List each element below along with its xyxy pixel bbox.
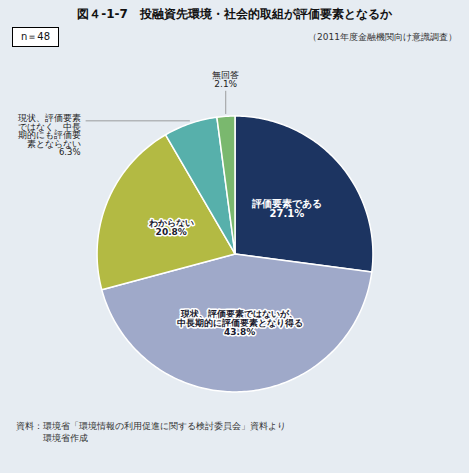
html-text:n＝48: n＝48 (21, 31, 51, 42)
html-text:（2011年度金融機関向け意識調査）: （2011年度金融機関向け意識調査） (308, 31, 457, 42)
svg-text:わからない20.8%: わからない20.8% (148, 218, 194, 237)
svg-text:無回答2.1%: 無回答2.1% (212, 70, 239, 89)
svg-text:現状、評価要素ではなく、中長期的にも評価要素とならない6.3: 現状、評価要素ではなく、中長期的にも評価要素とならない6.3% (18, 113, 81, 157)
svg-text:評価要素である27.1%: 評価要素である27.1% (251, 198, 322, 219)
html-text:資料：環境省「環境情報の利用促進に関する検討委員会」資料より: 資料：環境省「環境情報の利用促進に関する検討委員会」資料より 環境省作成 (16, 421, 286, 443)
svg-text:現状、評価要素ではないが、中長期的に評価要素となり得る43.: 現状、評価要素ではないが、中長期的に評価要素となり得る43.8% (177, 309, 303, 337)
html-text:図４-1-7 投融資先環境・社会的取組が評価要素となるか: 図４-1-7 投融資先環境・社会的取組が評価要素となるか (77, 7, 392, 21)
